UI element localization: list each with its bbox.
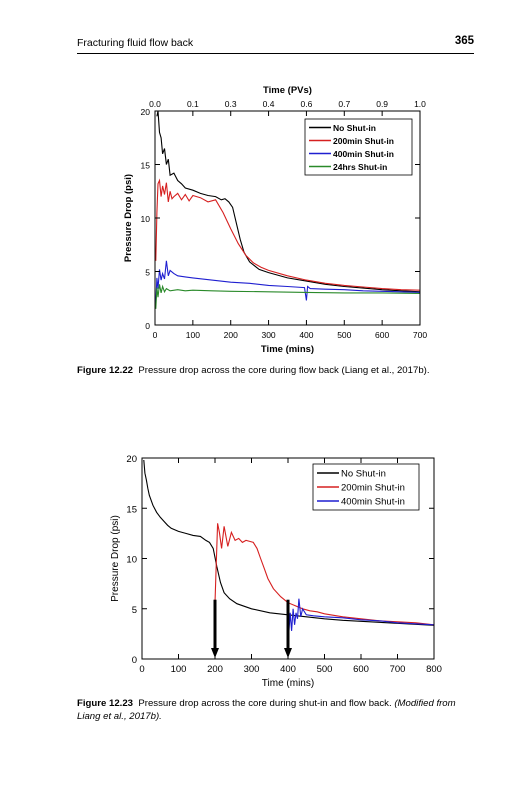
caption-text: Pressure drop across the core during flo…	[138, 365, 430, 376]
x-tick-label: 200	[207, 664, 223, 675]
legend-label: 24hrs Shut-in	[333, 162, 387, 172]
arrow-head	[211, 648, 219, 658]
figure-12-23-chart: 0 100 200 300 400 500 600 700 800 0 5 10 15 20 Time (m…	[110, 454, 442, 689]
y-tick-label: 20	[126, 454, 137, 465]
y-axis-title: Pressure Drop (psi)	[110, 515, 121, 602]
x2-axis-title: Time (PVs)	[263, 85, 312, 96]
x-tick-label: 500	[317, 664, 333, 675]
x-tick-label: 500	[337, 330, 351, 340]
x2-tick-label: 0.6	[301, 99, 313, 109]
x2-tick-label: 0.7	[338, 99, 350, 109]
y-tick-label: 5	[132, 605, 137, 616]
legend-label: No Shut-in	[341, 469, 386, 480]
y-tick-label: 15	[141, 161, 151, 171]
y-axis-title: Pressure Drop (psi)	[123, 174, 134, 262]
x-tick-label: 400	[299, 330, 313, 340]
x-tick-label: 200	[224, 330, 238, 340]
x-tick-label: 700	[390, 664, 406, 675]
x2-tick-label: 0.4	[263, 99, 275, 109]
figure-12-22-chart: 0 100 200 300 400 500 600 700 0 5 10 15 200.0 0.1 0.3 0…	[123, 85, 427, 355]
page-number: 365	[454, 35, 474, 47]
y-tick-label: 5	[145, 268, 150, 278]
x-tick-label: 300	[244, 664, 260, 675]
legend-label: 400min Shut-in	[333, 149, 394, 159]
x-tick-label: 400	[280, 664, 296, 675]
legend-label: No Shut-in	[333, 123, 376, 133]
running-head: Fracturing fluid flow back 365	[77, 33, 474, 54]
y-tick-label: 15	[126, 504, 137, 515]
series-line-2	[155, 178, 420, 291]
x2-tick-label: 0.1	[187, 99, 199, 109]
x-tick-label: 0	[153, 330, 158, 340]
y-tick-label: 10	[126, 555, 137, 566]
figure-12-22-caption: Figure 12.22 Pressure drop across the co…	[77, 364, 477, 377]
caption-text: Pressure drop across the core during shu…	[138, 698, 392, 709]
x-tick-label: 100	[186, 330, 200, 340]
series-line-1	[143, 459, 434, 626]
x-axis-title: Time (mins)	[262, 678, 314, 689]
x2-tick-label: 0.0	[149, 99, 161, 109]
x-tick-label: 600	[353, 664, 369, 675]
running-title: Fracturing fluid flow back	[77, 37, 194, 49]
legend-box	[304, 118, 413, 176]
x2-tick-label: 0.9	[376, 99, 388, 109]
y-tick-label: 0	[132, 655, 137, 666]
legend-label: 200min Shut-in	[341, 483, 405, 494]
x-tick-label: 700	[413, 330, 427, 340]
series-line-2	[214, 523, 434, 626]
legend-label: 200min Shut-in	[333, 136, 394, 146]
y-tick-label: 10	[141, 214, 151, 224]
x2-tick-label: 1.0	[414, 99, 426, 109]
x-axis-title: Time (mins)	[261, 344, 314, 355]
x-tick-label: 600	[375, 330, 389, 340]
figure-label: Figure 12.22	[77, 365, 133, 376]
legend-label: 400min Shut-in	[341, 497, 405, 508]
x-tick-label: 300	[261, 330, 275, 340]
arrow-head	[284, 648, 292, 658]
figure-12-23-caption: Figure 12.23 Pressure drop across the co…	[77, 697, 477, 723]
series-line-1	[156, 111, 420, 293]
figure-label: Figure 12.23	[77, 698, 133, 709]
x-tick-label: 0	[139, 664, 144, 675]
series-line-3	[287, 598, 434, 644]
series-line-3	[155, 260, 420, 304]
x2-tick-label: 0.3	[225, 99, 237, 109]
y-tick-label: 0	[145, 321, 150, 331]
caption-source: (Modified from Liang et al., 2017b).	[77, 698, 456, 722]
x-tick-label: 800	[426, 664, 442, 675]
x-tick-label: 100	[171, 664, 187, 675]
series-line-4	[155, 284, 420, 309]
y-tick-label: 20	[141, 107, 151, 117]
